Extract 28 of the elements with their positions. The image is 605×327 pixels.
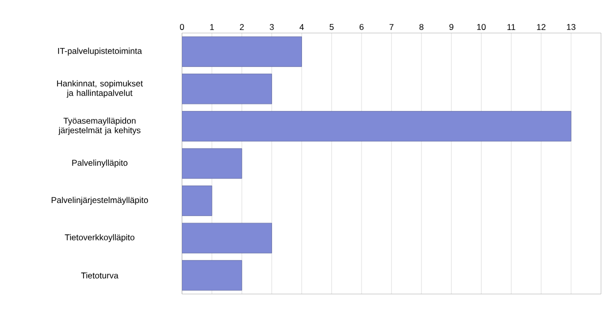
y-tick-label: Palvelinylläpito xyxy=(72,160,128,168)
x-tick-label: 5 xyxy=(330,24,334,30)
x-tick-label: 2 xyxy=(240,24,244,30)
bar xyxy=(182,148,242,179)
x-tick-label: 1 xyxy=(210,24,214,30)
x-tick-label: 3 xyxy=(270,24,274,30)
x-tick-label: 4 xyxy=(300,24,304,30)
x-tick-label: 13 xyxy=(566,24,576,30)
x-tick-label: 0 xyxy=(180,24,184,30)
bar xyxy=(182,74,272,104)
bar xyxy=(182,260,242,291)
x-tick-label: 6 xyxy=(360,24,364,30)
bar xyxy=(182,222,272,254)
y-tick-label: Tietoturva xyxy=(81,272,118,278)
y-tick-label: Tietoverkkoylläpito xyxy=(64,234,134,242)
x-tick-label: 8 xyxy=(419,24,424,30)
x-tick-label: 12 xyxy=(537,24,546,30)
x-tick-label: 10 xyxy=(477,24,486,30)
y-tick-label: IT-palvelupistetoiminta xyxy=(58,48,142,56)
y-tick-label: Työasemaylläpidon järjestelmät ja kehitys xyxy=(58,118,140,135)
x-tick-label: 9 xyxy=(449,24,454,30)
y-tick-label: Palvelinjärjestelmäylläpito xyxy=(52,196,148,205)
x-tick-label: 7 xyxy=(390,24,394,30)
bar xyxy=(182,186,212,216)
bar xyxy=(182,111,572,142)
y-tick-label: Hankinnat, sopimukset ja hallintapalvelut xyxy=(57,80,143,98)
x-tick-label: 11 xyxy=(507,24,516,30)
bar xyxy=(182,36,302,67)
